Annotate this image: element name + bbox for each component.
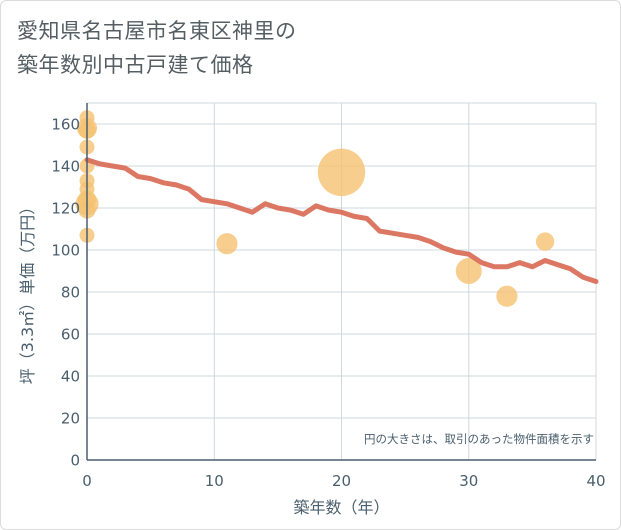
size-legend-note: 円の大きさは、取引のあった物件面積を示す xyxy=(364,432,594,446)
tick-labels: 0 20 40 60 80 100 120 140 160 0 10 20 30 40 xyxy=(51,116,605,491)
trend-line xyxy=(84,157,599,284)
x-tick-label: 20 xyxy=(332,472,351,490)
x-tick-label: 30 xyxy=(459,472,478,490)
y-tick-label: 100 xyxy=(51,242,80,260)
y-axis-label: 坪（3.3㎡）単価（万円） xyxy=(18,199,37,384)
y-tick-label: 40 xyxy=(61,368,80,386)
y-tick-label: 160 xyxy=(51,116,80,134)
y-tick-label: 80 xyxy=(61,284,80,302)
y-tick-label: 120 xyxy=(51,200,80,218)
axes xyxy=(86,103,596,461)
data-bubble xyxy=(317,148,366,197)
x-axis-label: 築年数（年） xyxy=(293,498,389,517)
y-tick-label: 60 xyxy=(61,326,80,344)
data-bubble xyxy=(455,258,482,284)
chart-title-line-2: 築年数別中古戸建て価格 xyxy=(17,53,254,77)
trend-series xyxy=(84,157,599,284)
data-bubble xyxy=(216,233,238,255)
chart-title-line-1: 愛知県名古屋市名東区神里の xyxy=(17,19,297,43)
data-bubble xyxy=(496,285,518,307)
x-tick-label: 40 xyxy=(586,472,605,490)
data-bubble xyxy=(535,232,555,251)
y-tick-label: 20 xyxy=(61,410,80,428)
x-tick-label: 0 xyxy=(82,472,92,490)
chart-title: 愛知県名古屋市名東区神里の 築年数別中古戸建て価格 xyxy=(17,14,297,82)
y-tick-label: 0 xyxy=(70,452,80,470)
bubble-series xyxy=(75,110,555,307)
x-tick-label: 10 xyxy=(205,472,224,490)
y-tick-label: 140 xyxy=(51,158,80,176)
